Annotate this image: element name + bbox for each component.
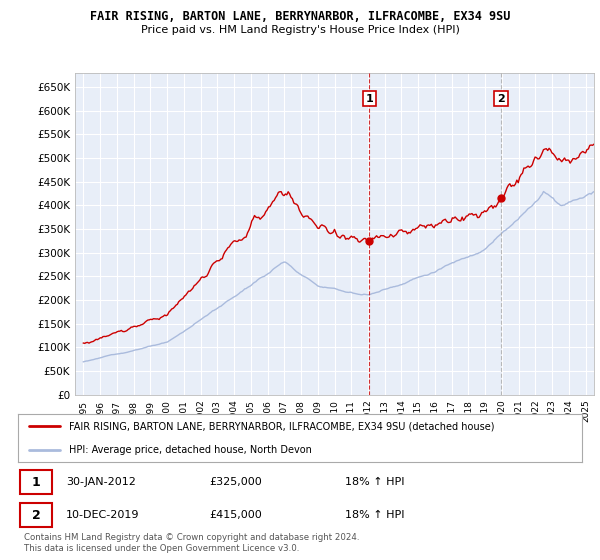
Text: £325,000: £325,000 [210,477,263,487]
Text: HPI: Average price, detached house, North Devon: HPI: Average price, detached house, Nort… [69,445,311,455]
Text: 1: 1 [32,475,40,489]
Text: 2: 2 [497,94,505,104]
Text: 10-DEC-2019: 10-DEC-2019 [66,510,139,520]
Text: 18% ↑ HPI: 18% ↑ HPI [345,477,404,487]
FancyBboxPatch shape [20,503,52,527]
FancyBboxPatch shape [20,470,52,494]
Text: Contains HM Land Registry data © Crown copyright and database right 2024.
This d: Contains HM Land Registry data © Crown c… [24,533,359,553]
Text: £415,000: £415,000 [210,510,263,520]
Text: Price paid vs. HM Land Registry's House Price Index (HPI): Price paid vs. HM Land Registry's House … [140,25,460,35]
Text: 30-JAN-2012: 30-JAN-2012 [66,477,136,487]
Text: 1: 1 [365,94,373,104]
Text: FAIR RISING, BARTON LANE, BERRYNARBOR, ILFRACOMBE, EX34 9SU (detached house): FAIR RISING, BARTON LANE, BERRYNARBOR, I… [69,421,494,431]
Text: 2: 2 [32,508,40,521]
Text: FAIR RISING, BARTON LANE, BERRYNARBOR, ILFRACOMBE, EX34 9SU: FAIR RISING, BARTON LANE, BERRYNARBOR, I… [90,10,510,23]
Text: 18% ↑ HPI: 18% ↑ HPI [345,510,404,520]
